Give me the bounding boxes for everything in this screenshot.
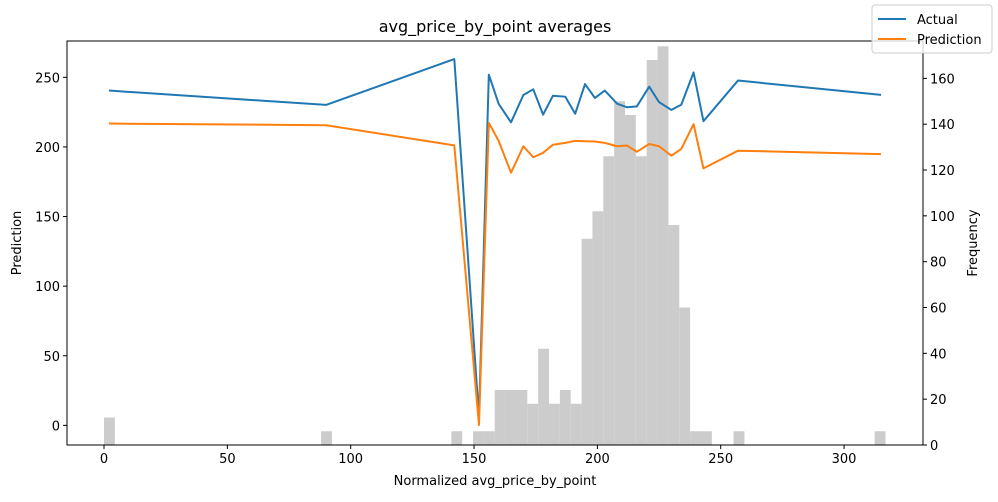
histogram-bar bbox=[657, 46, 669, 446]
histogram-bar bbox=[581, 238, 593, 445]
histogram-bar bbox=[527, 403, 539, 445]
histogram-bar bbox=[559, 390, 571, 445]
histogram-bar bbox=[321, 431, 332, 445]
plot-frame bbox=[66, 40, 924, 446]
y-right-tick-label: 160 bbox=[930, 72, 955, 87]
histogram-bar bbox=[505, 390, 517, 445]
histogram-bar bbox=[104, 417, 115, 445]
y-left-tick-label: 150 bbox=[35, 211, 60, 226]
y-left-tick-label: 100 bbox=[35, 280, 60, 295]
x-tick-label: 150 bbox=[462, 452, 487, 467]
histogram-bar bbox=[483, 431, 495, 445]
histogram-bar bbox=[874, 431, 886, 445]
histogram-bar bbox=[570, 403, 582, 445]
x-tick-label: 300 bbox=[832, 452, 857, 467]
x-tick-label: 50 bbox=[219, 452, 236, 467]
y-left-tick-label: 200 bbox=[35, 141, 60, 156]
series-line-prediction bbox=[108, 121, 882, 426]
x-tick-label: 0 bbox=[100, 452, 108, 467]
x-tick-label: 100 bbox=[338, 452, 363, 467]
series-line-actual bbox=[108, 58, 882, 419]
chart-title: avg_price_by_point averages bbox=[379, 17, 612, 37]
histogram-bar bbox=[451, 431, 463, 445]
histogram-bar bbox=[614, 101, 625, 446]
legend: Actual Prediction bbox=[871, 4, 993, 54]
y-right-tick-label: 80 bbox=[930, 256, 947, 271]
y-right-tick-label: 120 bbox=[930, 164, 955, 179]
y-left-tick-label: 0 bbox=[52, 419, 60, 434]
legend-label-actual: Actual bbox=[917, 13, 958, 28]
y-left-axis-label: Prediction bbox=[10, 211, 25, 276]
histogram-bar bbox=[494, 390, 506, 445]
y-right-tick-label: 0 bbox=[930, 439, 938, 454]
histogram-bar bbox=[473, 431, 484, 445]
legend-box bbox=[871, 4, 993, 54]
histogram-bar bbox=[690, 431, 701, 445]
x-tick-label: 200 bbox=[585, 452, 610, 467]
y-left-axis-ticks: 0 50 100 150 200 250 bbox=[35, 71, 67, 434]
x-axis-label: Normalized avg_price_by_point bbox=[394, 474, 597, 489]
y-right-tick-label: 60 bbox=[930, 302, 947, 317]
y-left-tick-label: 250 bbox=[35, 71, 60, 86]
histogram-bar bbox=[516, 390, 528, 445]
y-right-axis-ticks: 0 20 40 60 80 100 120 140 160 bbox=[923, 72, 955, 454]
histogram-bar bbox=[549, 403, 560, 445]
histogram-bar bbox=[646, 60, 658, 446]
histogram-bar bbox=[733, 431, 745, 445]
x-tick-label: 250 bbox=[708, 452, 733, 467]
histogram-bar bbox=[679, 307, 691, 445]
x-axis-ticks: 0 50 100 150 200 250 300 bbox=[100, 445, 857, 467]
histogram-bar bbox=[592, 211, 604, 445]
y-right-tick-label: 140 bbox=[930, 118, 955, 133]
histogram-bar bbox=[700, 431, 712, 445]
histogram-bar bbox=[538, 348, 550, 445]
y-right-tick-label: 20 bbox=[930, 393, 947, 408]
histogram-bar bbox=[635, 156, 647, 445]
histogram-bar bbox=[668, 225, 680, 445]
y-right-tick-label: 100 bbox=[930, 210, 955, 225]
series-lines bbox=[108, 58, 882, 426]
y-right-axis-label: Frequency bbox=[966, 209, 981, 276]
histogram-bar bbox=[625, 115, 636, 446]
legend-label-prediction: Prediction bbox=[917, 33, 982, 48]
y-right-tick-label: 40 bbox=[930, 347, 947, 362]
y-left-tick-label: 50 bbox=[43, 350, 60, 365]
histogram-bar bbox=[603, 156, 615, 445]
histogram-bars bbox=[104, 46, 886, 446]
